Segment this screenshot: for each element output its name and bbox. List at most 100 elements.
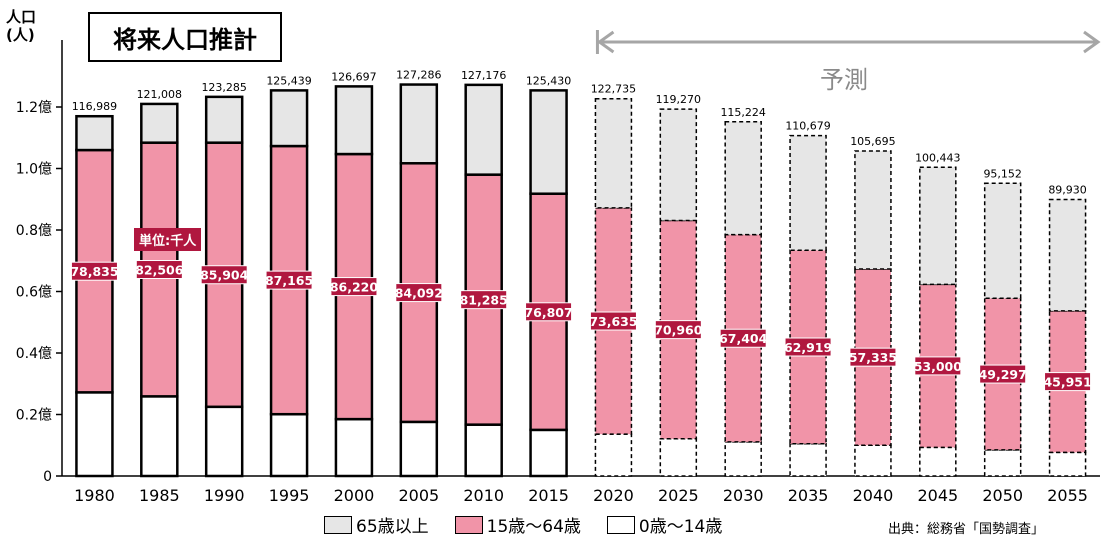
- total-label: 116,989: [72, 100, 118, 113]
- working-value-label: 78,835: [70, 264, 118, 279]
- working-value-badge: [784, 337, 832, 357]
- bar-segment-senior: [594, 97, 633, 209]
- working-value-label: 57,335: [849, 350, 897, 365]
- legend-swatch-working: [454, 515, 483, 534]
- total-label: 115,224: [720, 106, 766, 119]
- unit-badge: 単位:千人: [134, 228, 202, 251]
- x-tick-label: 2020: [593, 486, 634, 505]
- y-axis-label: 人口 (人): [6, 8, 37, 44]
- x-tick-label: 2025: [658, 486, 699, 505]
- total-label: 119,270: [656, 93, 702, 106]
- x-tick-label: 2005: [398, 486, 439, 505]
- working-value-badge: [265, 270, 313, 290]
- y-tick-label: 1.0億: [16, 162, 52, 178]
- y-tick-label: 0.4億: [16, 346, 52, 362]
- bar-segment-senior: [854, 150, 892, 270]
- bar-segment-young: [464, 423, 503, 478]
- bar-segment-senior: [983, 182, 1022, 300]
- working-value-label: 45,951: [1043, 375, 1091, 390]
- total-label: 127,176: [461, 69, 507, 82]
- working-value-label: 67,404: [719, 331, 768, 346]
- bar-segment-senior: [789, 134, 827, 252]
- total-label: 121,008: [137, 88, 183, 101]
- bar-segment-senior: [399, 83, 439, 165]
- total-label: 122,735: [591, 83, 637, 96]
- legend-label-young: 0歳〜14歳: [638, 517, 723, 537]
- legend-label-working: 15歳〜64歳: [486, 517, 581, 537]
- forecast-arrow-left-head: [596, 30, 615, 54]
- bar-segment-senior: [1048, 198, 1087, 312]
- working-value-label: 85,904: [200, 268, 249, 283]
- total-label: 123,285: [201, 81, 247, 94]
- bar-segment-senior: [724, 121, 762, 236]
- total-label: 100,443: [915, 151, 961, 164]
- working-value-badge: [395, 283, 443, 303]
- x-tick-label: 2030: [723, 486, 764, 505]
- chart-title: 将来人口推計: [88, 12, 282, 62]
- working-value-badge: [200, 265, 248, 285]
- working-value-badge: [914, 356, 962, 376]
- working-value-label: 87,165: [265, 273, 313, 288]
- x-tick-label: 2050: [982, 486, 1023, 505]
- legend-item-working: 15歳〜64歳: [454, 512, 581, 537]
- working-value-badge: [849, 347, 897, 367]
- bar-segment-senior: [140, 102, 179, 144]
- x-tick-label: 2045: [917, 486, 958, 505]
- bar-segment-senior: [919, 166, 957, 286]
- x-tick-label: 2035: [788, 486, 829, 505]
- bar-segment-young: [204, 405, 244, 478]
- working-value-label: 84,092: [395, 286, 443, 301]
- source-note: 出典：総務省「国勢調査」: [888, 522, 1045, 537]
- working-value-badge: [525, 302, 573, 322]
- working-value-label: 76,807: [524, 305, 572, 320]
- bar-segment-young: [269, 412, 309, 478]
- bar-segment-senior: [269, 89, 309, 148]
- bar-segment-young: [75, 391, 114, 478]
- forecast-arrow-right-head: [1083, 30, 1101, 54]
- bar-segment-young: [399, 420, 439, 478]
- legend: 65歳以上 15歳〜64歳 0歳〜14歳: [324, 512, 748, 537]
- total-label: 110,679: [785, 120, 831, 133]
- y-tick-label: 1.2億: [16, 100, 52, 116]
- total-label: 125,430: [526, 74, 572, 87]
- total-label: 126,697: [331, 70, 377, 83]
- x-tick-label: 1985: [139, 486, 180, 505]
- bar-segment-senior: [464, 83, 503, 176]
- working-value-label: 86,220: [330, 280, 379, 295]
- legend-item-young: 0歳〜14歳: [606, 512, 723, 537]
- bar-segment-young: [334, 417, 374, 478]
- bar-segment-senior: [204, 95, 244, 144]
- working-value-label: 81,285: [460, 293, 508, 308]
- total-label: 105,695: [850, 135, 896, 148]
- total-label: 125,439: [266, 74, 312, 87]
- bar-segment-young: [983, 449, 1022, 477]
- working-value-label: 70,960: [654, 323, 703, 338]
- bar-segment-senior: [529, 89, 568, 195]
- y-tick-label: 0.2億: [16, 408, 52, 424]
- legend-item-senior: 65歳以上: [324, 512, 429, 537]
- y-tick-label: 0.6億: [16, 285, 52, 301]
- bar-segment-senior: [659, 108, 698, 222]
- working-value-badge: [460, 290, 508, 310]
- working-value-badge: [654, 320, 702, 340]
- working-value-label: 73,635: [589, 314, 637, 329]
- bar-segment-young: [594, 433, 633, 477]
- working-value-badge: [135, 260, 183, 280]
- legend-swatch-young: [606, 515, 635, 534]
- x-tick-label: 2055: [1047, 486, 1088, 505]
- bar-segment-senior: [75, 114, 114, 152]
- working-value-badge: [1044, 372, 1092, 392]
- y-tick-label: 0: [43, 469, 52, 485]
- bar-segment-young: [854, 444, 892, 477]
- x-tick-label: 1980: [74, 486, 115, 505]
- x-tick-label: 2015: [528, 486, 569, 505]
- working-value-label: 53,000: [914, 359, 963, 374]
- working-value-label: 82,506: [135, 263, 184, 278]
- legend-label-senior: 65歳以上: [356, 517, 429, 537]
- working-value-badge: [979, 364, 1027, 384]
- bar-segment-young: [789, 442, 827, 477]
- bar-segment-young: [659, 438, 698, 477]
- bar-segment-young: [529, 428, 568, 478]
- bar-segment-young: [140, 395, 179, 478]
